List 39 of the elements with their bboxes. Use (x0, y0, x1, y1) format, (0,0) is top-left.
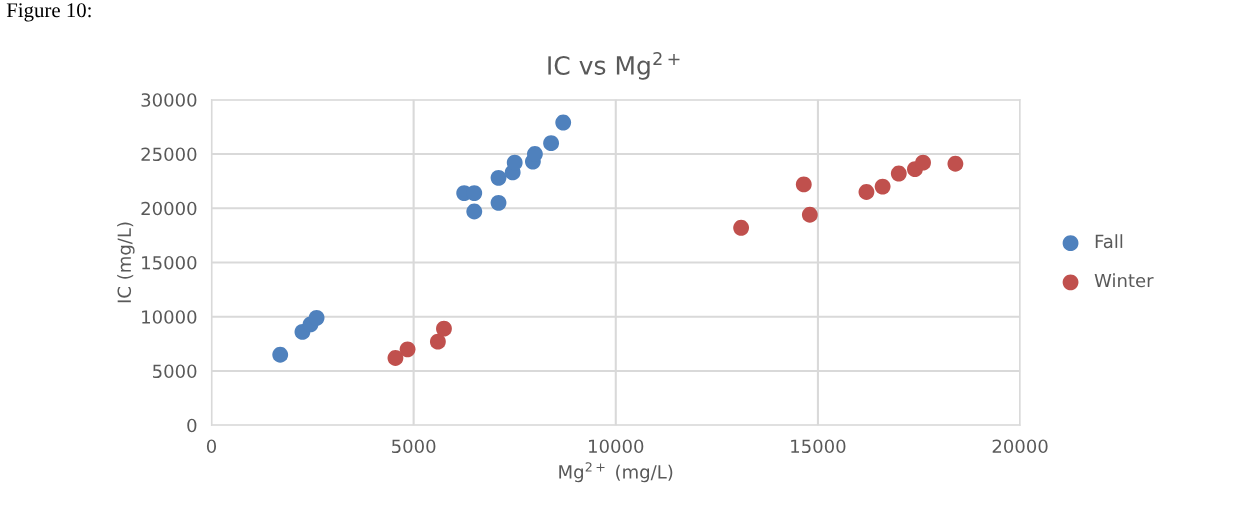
y-tick-label: 10000 (142, 310, 197, 324)
point (915, 154, 931, 171)
point (490, 194, 507, 211)
point (543, 135, 560, 152)
y-tick-label: 30000 (141, 93, 197, 107)
point (733, 219, 750, 236)
point (436, 320, 452, 337)
x-tick-label: 0 (206, 439, 217, 454)
y-tick-label: 15000 (142, 255, 197, 270)
point (272, 346, 289, 363)
point (890, 165, 907, 182)
legend-label: Fall (1095, 234, 1123, 249)
point (490, 169, 507, 186)
point (399, 341, 416, 358)
y-tick-label: 25000 (141, 147, 197, 162)
point (429, 333, 446, 350)
x-tick-label: 20000 (992, 439, 1048, 454)
point (874, 178, 891, 195)
point (801, 206, 818, 223)
x-tick-label: 5000 (392, 439, 436, 454)
point (527, 146, 543, 162)
y-axis-title: IC (mg/L) (117, 222, 135, 303)
point (795, 176, 812, 193)
x-axis-title: Mg$^{2+}$ (mg/L) (559, 462, 673, 483)
point (858, 184, 875, 200)
x-tick-label: 15000 (791, 439, 846, 454)
point (555, 114, 572, 131)
y-tick-label: 5000 (153, 364, 197, 379)
chart-title: IC vs Mg$^{2+}$ (548, 52, 680, 80)
point (387, 350, 404, 366)
caption: Figure 10: (6, 3, 91, 22)
point (506, 154, 523, 171)
y-tick-label: 0 (187, 418, 197, 433)
legend-label: Winter (1094, 273, 1154, 288)
point (466, 203, 483, 220)
point (308, 309, 325, 326)
point (947, 155, 964, 172)
y-tick-label: 20000 (141, 201, 197, 216)
x-tick-label: 10000 (589, 439, 644, 454)
